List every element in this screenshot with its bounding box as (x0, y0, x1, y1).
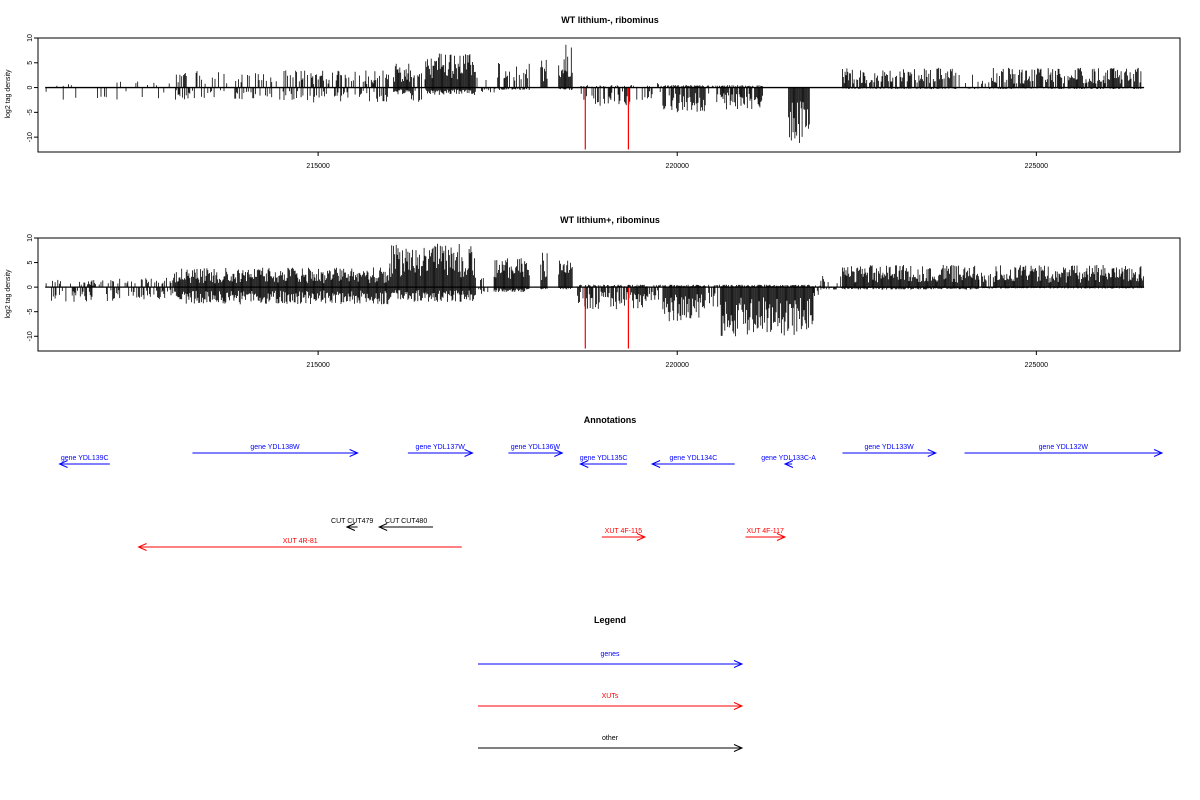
legend-title: Legend (594, 615, 626, 625)
feature-arrow-head (464, 449, 474, 457)
feature-gene: gene YDL139C (58, 455, 110, 468)
feature-gene: gene YDL136W (508, 444, 564, 457)
x-tick-label: 225000 (1025, 362, 1048, 369)
feature-label: gene YDL133C-A (761, 455, 816, 462)
y-tick-label: -5 (27, 109, 34, 115)
feature-label: gene YDL133W (864, 444, 914, 451)
annotation-features: gene YDL139C gene YDL138W gene YDL137W gene… (58, 444, 1164, 551)
feature-arrow-head (927, 449, 938, 457)
feature-label: CUT CUT479 (331, 518, 373, 525)
marker-lines (584, 287, 629, 349)
y-axis-label: log2 tag density (5, 269, 12, 319)
legend-items: genes XUTs other (478, 651, 744, 752)
feature-xut: XUT 4F-117 (745, 528, 787, 541)
feature-label: XUT 4R-81 (283, 538, 318, 545)
x-tick-label: 220000 (666, 163, 689, 170)
panel-title: WT lithium-, ribominus (561, 15, 659, 25)
feature-other: CUT CUT479 (331, 518, 373, 531)
feature-gene: gene YDL132W (964, 444, 1164, 457)
feature-xut: XUT 4F-115 (601, 528, 647, 541)
legend-item-other: other (478, 735, 744, 752)
y-axis: 10 5 0 -5 -10 (27, 234, 38, 341)
legend: Legend genes XUTs other (478, 615, 744, 752)
x-tick-label: 215000 (306, 163, 329, 170)
feature-gene: gene YDL134C (650, 455, 735, 468)
plot-frame (37, 37, 1181, 153)
feature-label: gene YDL137W (416, 444, 466, 451)
legend-label: other (602, 735, 619, 742)
legend-label: genes (600, 651, 620, 658)
panel-title: WT lithium+, ribominus (560, 215, 660, 225)
y-tick-label: -10 (27, 132, 34, 142)
x-tick-label: 215000 (306, 362, 329, 369)
feature-arrow-head (345, 523, 356, 531)
legend-arrow-head (733, 744, 744, 752)
feature-label: gene YDL134C (670, 455, 718, 462)
y-tick-label: 10 (27, 234, 34, 242)
legend-arrow-head (733, 702, 744, 710)
legend-label: XUTs (602, 693, 619, 700)
feature-label: XUT 4F-117 (746, 528, 784, 535)
feature-arrow-head (776, 533, 787, 541)
feature-gene: gene YDL135C (579, 455, 628, 468)
feature-arrow-head (554, 449, 564, 457)
feature-arrow-head (636, 533, 647, 541)
y-tick-label: 10 (27, 34, 34, 42)
feature-gene: gene YDL133W (842, 444, 938, 457)
feature-arrow-head (579, 460, 589, 468)
feature-arrow-head (377, 523, 388, 531)
legend-item-xut: XUTs (478, 693, 744, 710)
x-axis: 215000 220000 225000 (306, 152, 1048, 170)
legend-arrow-head (733, 660, 744, 668)
feature-gene: gene YDL133C-A (761, 455, 816, 468)
legend-item-gene: genes (478, 651, 744, 668)
bar-series (45, 243, 1144, 337)
y-tick-label: 5 (27, 261, 34, 265)
feature-label: gene YDL132W (1039, 444, 1089, 451)
feature-label: gene YDL135C (580, 455, 628, 462)
feature-gene: gene YDL138W (192, 444, 359, 457)
y-tick-label: 5 (27, 61, 34, 65)
y-tick-label: 0 (27, 86, 34, 90)
annotations-title: Annotations (584, 415, 637, 425)
feature-label: gene YDL136W (511, 444, 561, 451)
plot-frame (37, 237, 1181, 352)
feature-gene: gene YDL137W (407, 444, 474, 457)
y-tick-label: -5 (27, 308, 34, 314)
y-axis-label: log2 tag density (5, 69, 12, 119)
x-tick-label: 225000 (1025, 163, 1048, 170)
panel-lithium-plus: WT lithium+, ribominus log2 tag density … (5, 215, 1181, 369)
feature-arrow-head (58, 460, 68, 468)
feature-arrow-head (1153, 449, 1164, 457)
feature-arrow-head (137, 543, 147, 551)
feature-arrow-head (650, 460, 661, 468)
feature-label: CUT CUT480 (385, 518, 427, 525)
x-tick-label: 220000 (666, 362, 689, 369)
feature-label: gene YDL139C (61, 455, 109, 462)
panel-lithium-minus: WT lithium-, ribominus log2 tag density … (5, 15, 1181, 170)
y-tick-label: -10 (27, 331, 34, 341)
x-axis: 215000 220000 225000 (306, 351, 1048, 369)
bar-series (45, 44, 1144, 143)
feature-arrow-head (783, 460, 794, 468)
feature-arrow-head (349, 449, 359, 457)
feature-other: CUT CUT480 (377, 518, 434, 531)
feature-label: gene YDL138W (250, 444, 300, 451)
marker-lines (584, 87, 629, 150)
y-axis: 10 5 0 -5 -10 (27, 34, 38, 142)
feature-label: XUT 4F-115 (605, 528, 643, 535)
feature-xut: XUT 4R-81 (137, 538, 462, 551)
y-tick-label: 0 (27, 285, 34, 289)
